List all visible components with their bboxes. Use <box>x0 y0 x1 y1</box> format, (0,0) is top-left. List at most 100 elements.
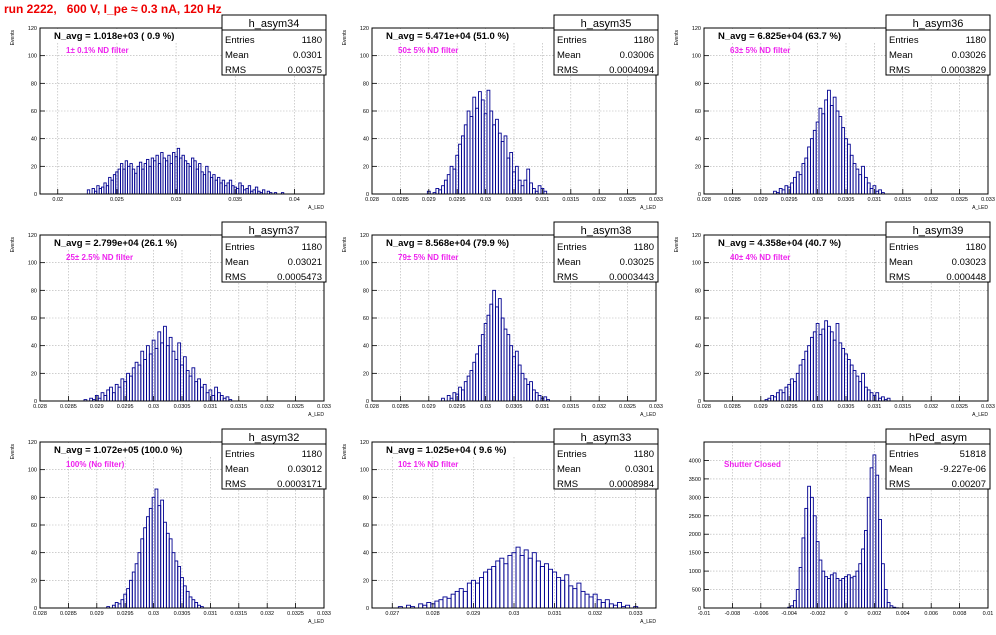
y-tick-label: 0 <box>366 606 369 612</box>
y-tick-label: 40 <box>363 551 369 557</box>
stats-label-entries: Entries <box>889 242 919 253</box>
stats-label-entries: Entries <box>557 35 587 46</box>
stats-value-mean: 0.03021 <box>288 257 322 268</box>
histogram-bins <box>107 489 204 608</box>
stats-value-mean: -9.227e-06 <box>940 464 986 475</box>
x-tick-label: 0.031 <box>536 197 550 203</box>
x-tick-label: 0.0295 <box>449 404 466 410</box>
stats-value-rms: 0.0008984 <box>609 479 654 490</box>
x-tick-label: 0.028 <box>426 611 440 617</box>
stats-label-mean: Mean <box>889 464 913 475</box>
histogram-bin <box>447 598 451 608</box>
y-tick-label: 20 <box>31 164 37 170</box>
histogram-bins <box>84 326 232 401</box>
stats-value-entries: 1180 <box>634 449 654 460</box>
y-tick-label: 40 <box>31 344 37 350</box>
x-tick-label: 0.027 <box>385 611 399 617</box>
stats-value-entries: 1180 <box>302 449 322 460</box>
stats-label-entries: Entries <box>557 242 587 253</box>
x-tick-label: 0.0295 <box>781 404 798 410</box>
histogram-bin <box>536 561 540 608</box>
x-tick-label: 0.032 <box>260 404 274 410</box>
x-tick-label: 0.033 <box>317 611 331 617</box>
x-tick-label: 0.0295 <box>117 611 134 617</box>
y-tick-label: 1500 <box>689 551 701 557</box>
y-tick-label: 100 <box>360 468 369 474</box>
x-tick-label: -0.008 <box>725 611 741 617</box>
x-tick-label: 0.032 <box>588 611 602 617</box>
histogram-bin <box>262 190 264 194</box>
stats-label-entries: Entries <box>889 449 919 460</box>
x-tick-label: 0.0305 <box>838 197 855 203</box>
histogram-bin <box>520 555 524 608</box>
stats-label-mean: Mean <box>557 464 581 475</box>
y-axis-label: Events <box>674 30 680 46</box>
stats-value-mean: 0.03012 <box>288 464 322 475</box>
y-tick-label: 0 <box>366 399 369 405</box>
stats-label-rms: RMS <box>557 479 578 490</box>
y-tick-label: 80 <box>31 495 37 501</box>
stats-label-mean: Mean <box>225 464 249 475</box>
y-tick-label: 500 <box>692 588 701 594</box>
histogram-bin <box>585 594 589 608</box>
x-tick-label: 0.0325 <box>951 404 968 410</box>
y-tick-label: 100 <box>28 54 37 60</box>
histogram-bin <box>463 591 467 608</box>
stats-value-entries: 1180 <box>966 242 986 253</box>
y-tick-label: 40 <box>363 137 369 143</box>
stats-histname: h_asym36 <box>913 18 964 30</box>
y-tick-label: 0 <box>698 399 701 405</box>
histogram-bin <box>589 597 593 608</box>
x-tick-label: 0.0305 <box>506 197 523 203</box>
stats-label-rms: RMS <box>889 65 910 76</box>
filter-annotation: 79± 5% ND filter <box>398 253 458 262</box>
stats-value-mean: 0.03025 <box>620 257 654 268</box>
x-tick-label: 0.04 <box>289 197 300 203</box>
stats-value-rms: 0.0003171 <box>277 479 322 490</box>
y-tick-label: 40 <box>363 344 369 350</box>
stats-label-rms: RMS <box>557 272 578 283</box>
stats-label-mean: Mean <box>225 50 249 61</box>
histogram-bin <box>500 558 504 608</box>
x-tick-label: 0.0315 <box>230 611 247 617</box>
stats-value-rms: 0.0003443 <box>609 272 654 283</box>
y-axis-label: Events <box>342 444 348 460</box>
y-tick-label: 40 <box>695 344 701 350</box>
y-axis-label: Events <box>342 237 348 253</box>
y-tick-label: 100 <box>692 261 701 267</box>
y-tick-label: 80 <box>363 288 369 294</box>
y-tick-label: 100 <box>360 54 369 60</box>
histogram-bin <box>427 602 431 608</box>
x-tick-label: 0.03 <box>812 404 823 410</box>
y-tick-label: 60 <box>363 109 369 115</box>
y-tick-label: 20 <box>363 371 369 377</box>
x-tick-label: 0.03 <box>148 404 159 410</box>
y-tick-label: 80 <box>363 81 369 87</box>
histogram-bins <box>427 90 546 194</box>
histogram-bin <box>597 600 601 608</box>
filter-annotation: Shutter Closed <box>724 460 781 469</box>
stats-value-entries: 1180 <box>302 35 322 46</box>
y-tick-label: 2000 <box>689 532 701 538</box>
histogram-bin <box>577 583 581 608</box>
x-axis-label: A_LED <box>640 619 656 625</box>
stats-histname: h_asym39 <box>913 225 964 237</box>
x-tick-label: 0.03 <box>812 197 823 203</box>
y-axis-label: Events <box>10 237 16 253</box>
y-tick-label: 120 <box>28 26 37 32</box>
y-tick-label: 120 <box>692 233 701 239</box>
x-tick-label: 0.0305 <box>506 404 523 410</box>
